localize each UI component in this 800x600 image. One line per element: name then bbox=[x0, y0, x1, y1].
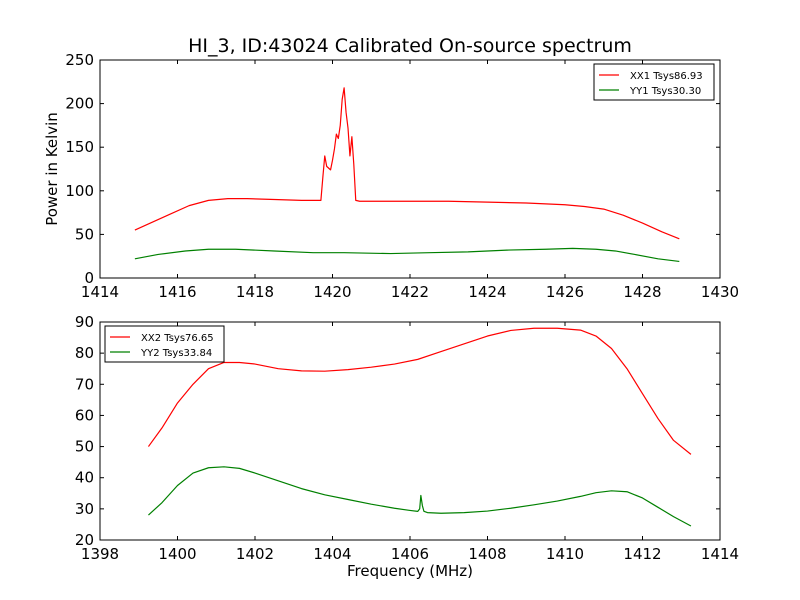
bottom-y-tick-label: 90 bbox=[75, 313, 94, 331]
top-series-line-2 bbox=[134, 247, 680, 263]
bottom-y-tick-label: 40 bbox=[75, 469, 94, 487]
chart-title: HI_3, ID:43024 Calibrated On-source spec… bbox=[188, 35, 632, 57]
bottom-x-tick-label: 1414 bbox=[701, 545, 739, 563]
bottom-x-tick-label: 1398 bbox=[81, 545, 119, 563]
top-x-tick-label: 1420 bbox=[313, 283, 351, 301]
top-x-tick-label: 1418 bbox=[236, 283, 274, 301]
legend-label-xx2: XX2 Tsys76.65 bbox=[141, 333, 214, 344]
bottom-y-tick-label: 60 bbox=[75, 406, 94, 424]
bottom-series-lines bbox=[147, 327, 692, 527]
top-y-tick-label: 150 bbox=[65, 138, 94, 156]
top-y-tick-label: 250 bbox=[65, 51, 94, 69]
bottom-y-tick-label: 70 bbox=[75, 375, 94, 393]
top-x-tick-label: 1428 bbox=[623, 283, 661, 301]
bottom-x-tick-label: 1412 bbox=[623, 545, 661, 563]
top-x-tick-label: 1424 bbox=[468, 283, 506, 301]
top-y-tick-label: 50 bbox=[75, 225, 94, 243]
bottom-series-line-2 bbox=[148, 466, 692, 527]
legend-label-yy2: YY2 Tsys33.84 bbox=[140, 348, 212, 359]
bottom-x-tick-label: 1402 bbox=[236, 545, 274, 563]
top-x-tick-label: 1422 bbox=[391, 283, 429, 301]
top-axis-ticks: 1414 1416 1418 1420 1422 1424 1426 1428 1430 0 50 1… bbox=[65, 51, 739, 301]
x-axis-label: Frequency (MHz) bbox=[347, 562, 473, 580]
bottom-axis-ticks: 1398 1400 1402 1404 1406 1408 1410 1412 1414 20 30… bbox=[75, 313, 739, 563]
bottom-y-tick-label: 20 bbox=[75, 531, 94, 549]
bottom-series-line-1 bbox=[147, 327, 692, 455]
top-y-tick-label: 0 bbox=[84, 269, 94, 287]
bottom-x-tick-label: 1410 bbox=[546, 545, 584, 563]
top-x-tick-label: 1414 bbox=[81, 283, 119, 301]
top-y-tick-label: 200 bbox=[65, 95, 94, 113]
legend-label-yy1: YY1 Tsys30.30 bbox=[629, 86, 701, 97]
bottom-x-tick-label: 1400 bbox=[158, 545, 196, 563]
bottom-x-tick-label: 1404 bbox=[313, 545, 351, 563]
top-series-line-1 bbox=[134, 87, 680, 240]
bottom-legend-box bbox=[104, 325, 225, 363]
legend-label-xx1: XX1 Tsys86.93 bbox=[630, 71, 703, 82]
bottom-panel: 1398 1400 1402 1404 1406 1408 1410 1412 1414 20 30… bbox=[75, 313, 739, 580]
top-y-axis-label: Power in Kelvin bbox=[43, 112, 61, 226]
bottom-y-tick-label: 50 bbox=[75, 438, 94, 456]
bottom-x-tick-label: 1408 bbox=[468, 545, 506, 563]
top-series-lines bbox=[134, 87, 680, 263]
top-y-tick-label: 100 bbox=[65, 182, 94, 200]
top-x-tick-label: 1426 bbox=[546, 283, 584, 301]
bottom-y-tick-label: 30 bbox=[75, 500, 94, 518]
top-x-tick-label: 1430 bbox=[701, 283, 739, 301]
bottom-legend: XX2 Tsys76.65 YY2 Tsys33.84 bbox=[104, 325, 225, 363]
top-legend: XX1 Tsys86.93 YY1 Tsys30.30 bbox=[593, 63, 715, 101]
top-legend-box bbox=[593, 63, 715, 101]
bottom-y-tick-label: 80 bbox=[75, 344, 94, 362]
top-panel: 1414 1416 1418 1420 1422 1424 1426 1428 1430 0 50 1… bbox=[43, 51, 739, 301]
top-x-tick-label: 1416 bbox=[158, 283, 196, 301]
bottom-x-tick-label: 1406 bbox=[391, 545, 429, 563]
